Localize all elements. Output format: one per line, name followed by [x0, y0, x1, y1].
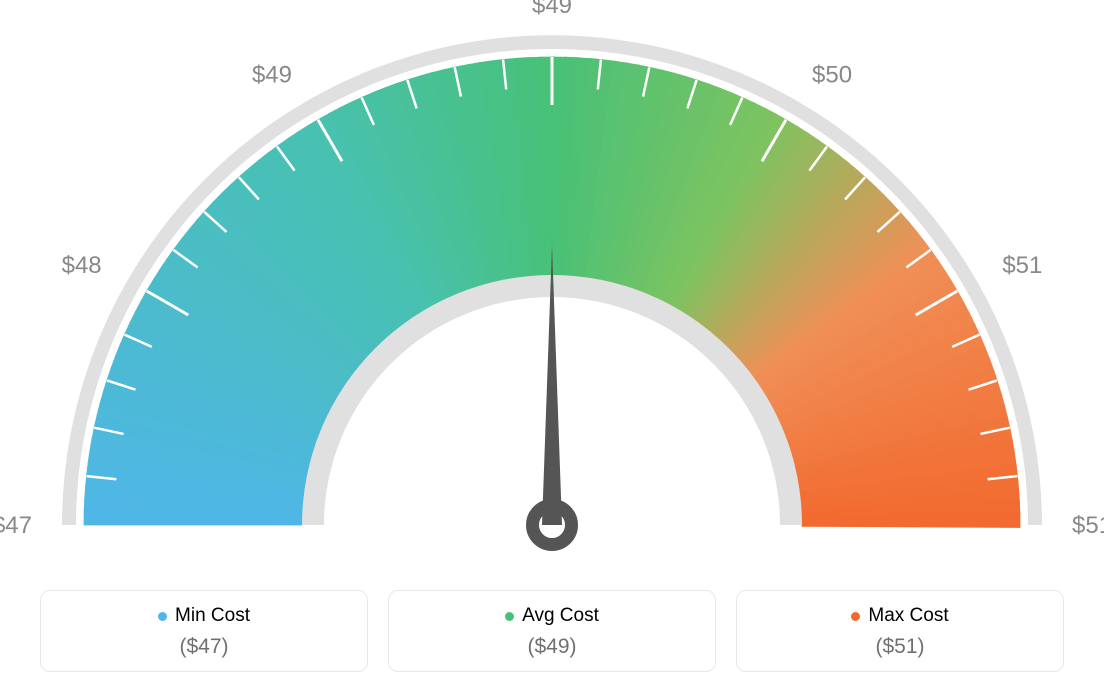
gauge-svg: $47 $48 $49 $49 $50 $51 $51 — [0, 0, 1104, 570]
gauge-tick-label: $48 — [62, 252, 102, 279]
gauge-tick-label: $50 — [812, 62, 852, 89]
legend-dot-avg — [505, 612, 514, 621]
legend-value-min: ($47) — [59, 635, 349, 659]
gauge-tick-label: $49 — [252, 62, 292, 89]
gauge-tick-label: $47 — [0, 512, 32, 539]
legend-row: Min Cost ($47) Avg Cost ($49) Max Cost (… — [0, 590, 1104, 672]
legend-title-max: Max Cost — [851, 605, 948, 627]
gauge-tick-label: $51 — [1072, 512, 1104, 539]
legend-label-min: Min Cost — [175, 605, 250, 627]
gauge-tick-label: $51 — [1002, 252, 1042, 279]
chart-container: $47 $48 $49 $49 $50 $51 $51 Min Cost ($47) Avg… — [0, 0, 1104, 690]
legend-card-min: Min Cost ($47) — [40, 590, 368, 672]
legend-dot-max — [851, 612, 860, 621]
legend-title-avg: Avg Cost — [505, 605, 599, 627]
legend-label-max: Max Cost — [868, 605, 948, 627]
legend-card-avg: Avg Cost ($49) — [388, 590, 716, 672]
legend-card-max: Max Cost ($51) — [736, 590, 1064, 672]
legend-title-min: Min Cost — [158, 605, 250, 627]
legend-value-avg: ($49) — [407, 635, 697, 659]
gauge-tick-label: $49 — [532, 0, 572, 19]
legend-value-max: ($51) — [755, 635, 1045, 659]
legend-label-avg: Avg Cost — [522, 605, 599, 627]
legend-dot-min — [158, 612, 167, 621]
gauge-area: $47 $48 $49 $49 $50 $51 $51 — [0, 0, 1104, 570]
